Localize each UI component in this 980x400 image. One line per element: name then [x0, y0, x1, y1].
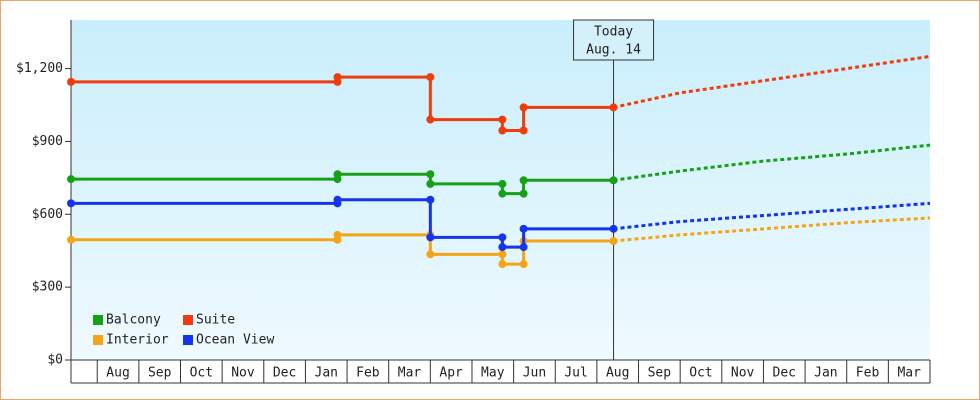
data-point [609, 224, 618, 233]
data-point [498, 260, 507, 269]
x-tick-label: Jan [814, 366, 837, 381]
x-tick-label: Aug [106, 366, 129, 381]
x-tick-label: May [481, 366, 505, 381]
legend-label: Ocean View [196, 333, 274, 348]
data-point [519, 126, 528, 135]
forecast-line [613, 216, 931, 243]
data-point [333, 73, 342, 82]
x-tick-label: Dec [273, 366, 296, 381]
legend-label: Interior [106, 333, 169, 348]
legend-swatch [93, 315, 103, 325]
data-point [609, 237, 618, 245]
x-tick-label: Feb [856, 366, 880, 381]
y-tick-label: $600 [32, 207, 63, 222]
data-point [333, 170, 342, 179]
data-point [519, 103, 528, 112]
data-point [426, 250, 435, 259]
data-point [426, 115, 435, 124]
legend-swatch [183, 335, 193, 345]
data-point [519, 176, 528, 185]
x-tick-label: Jan [315, 366, 338, 381]
x-tick-label: Jul [564, 366, 587, 381]
plot-area [71, 20, 930, 360]
x-tick-label: Mar [398, 366, 422, 381]
data-point [333, 230, 342, 239]
data-point [426, 179, 435, 188]
data-point [426, 73, 435, 82]
legend-label: Balcony [106, 313, 161, 328]
data-point [519, 243, 528, 252]
x-tick-label: Sep [148, 366, 172, 381]
data-point [609, 103, 618, 112]
data-point [67, 199, 75, 208]
data-point [498, 126, 507, 135]
x-tick-label: Nov [731, 366, 755, 381]
x-tick-label: Feb [356, 366, 380, 381]
data-point [426, 170, 435, 179]
data-point [67, 235, 75, 244]
data-point [519, 260, 528, 269]
data-point [498, 115, 507, 124]
x-tick-label: Nov [231, 366, 255, 381]
data-point [498, 233, 507, 242]
data-point [498, 179, 507, 188]
today-box [573, 19, 655, 61]
x-tick-label: Oct [190, 366, 213, 381]
legend-label: Suite [196, 313, 235, 328]
y-tick-label: $0 [47, 353, 63, 368]
legend-swatch [183, 315, 193, 325]
x-tick-label: Dec [773, 366, 796, 381]
legend-swatch [93, 335, 103, 345]
y-tick-label: $300 [32, 280, 63, 295]
x-tick-label: Aug [606, 366, 629, 381]
x-tick-label: Mar [897, 366, 921, 381]
forecast-line [613, 143, 931, 182]
y-tick-label: $1,200 [16, 61, 63, 76]
today-label: Today [594, 25, 633, 40]
data-point [67, 77, 75, 86]
data-point [426, 195, 435, 204]
data-point [426, 233, 435, 242]
data-point [519, 189, 528, 198]
data-point [609, 176, 618, 185]
forecast-line [613, 54, 931, 109]
data-point [498, 189, 507, 198]
forecast-line [613, 201, 931, 231]
x-tick-label: Sep [648, 366, 672, 381]
data-point [498, 250, 507, 259]
data-point [333, 195, 342, 204]
x-tick-label: Apr [439, 366, 463, 381]
x-tick-label: Jun [523, 366, 546, 381]
x-tick-label: Oct [689, 366, 712, 381]
data-point [67, 175, 75, 184]
y-tick-label: $900 [32, 134, 63, 149]
data-point [519, 224, 528, 233]
data-point [498, 243, 507, 252]
today-date: Aug. 14 [586, 43, 641, 58]
